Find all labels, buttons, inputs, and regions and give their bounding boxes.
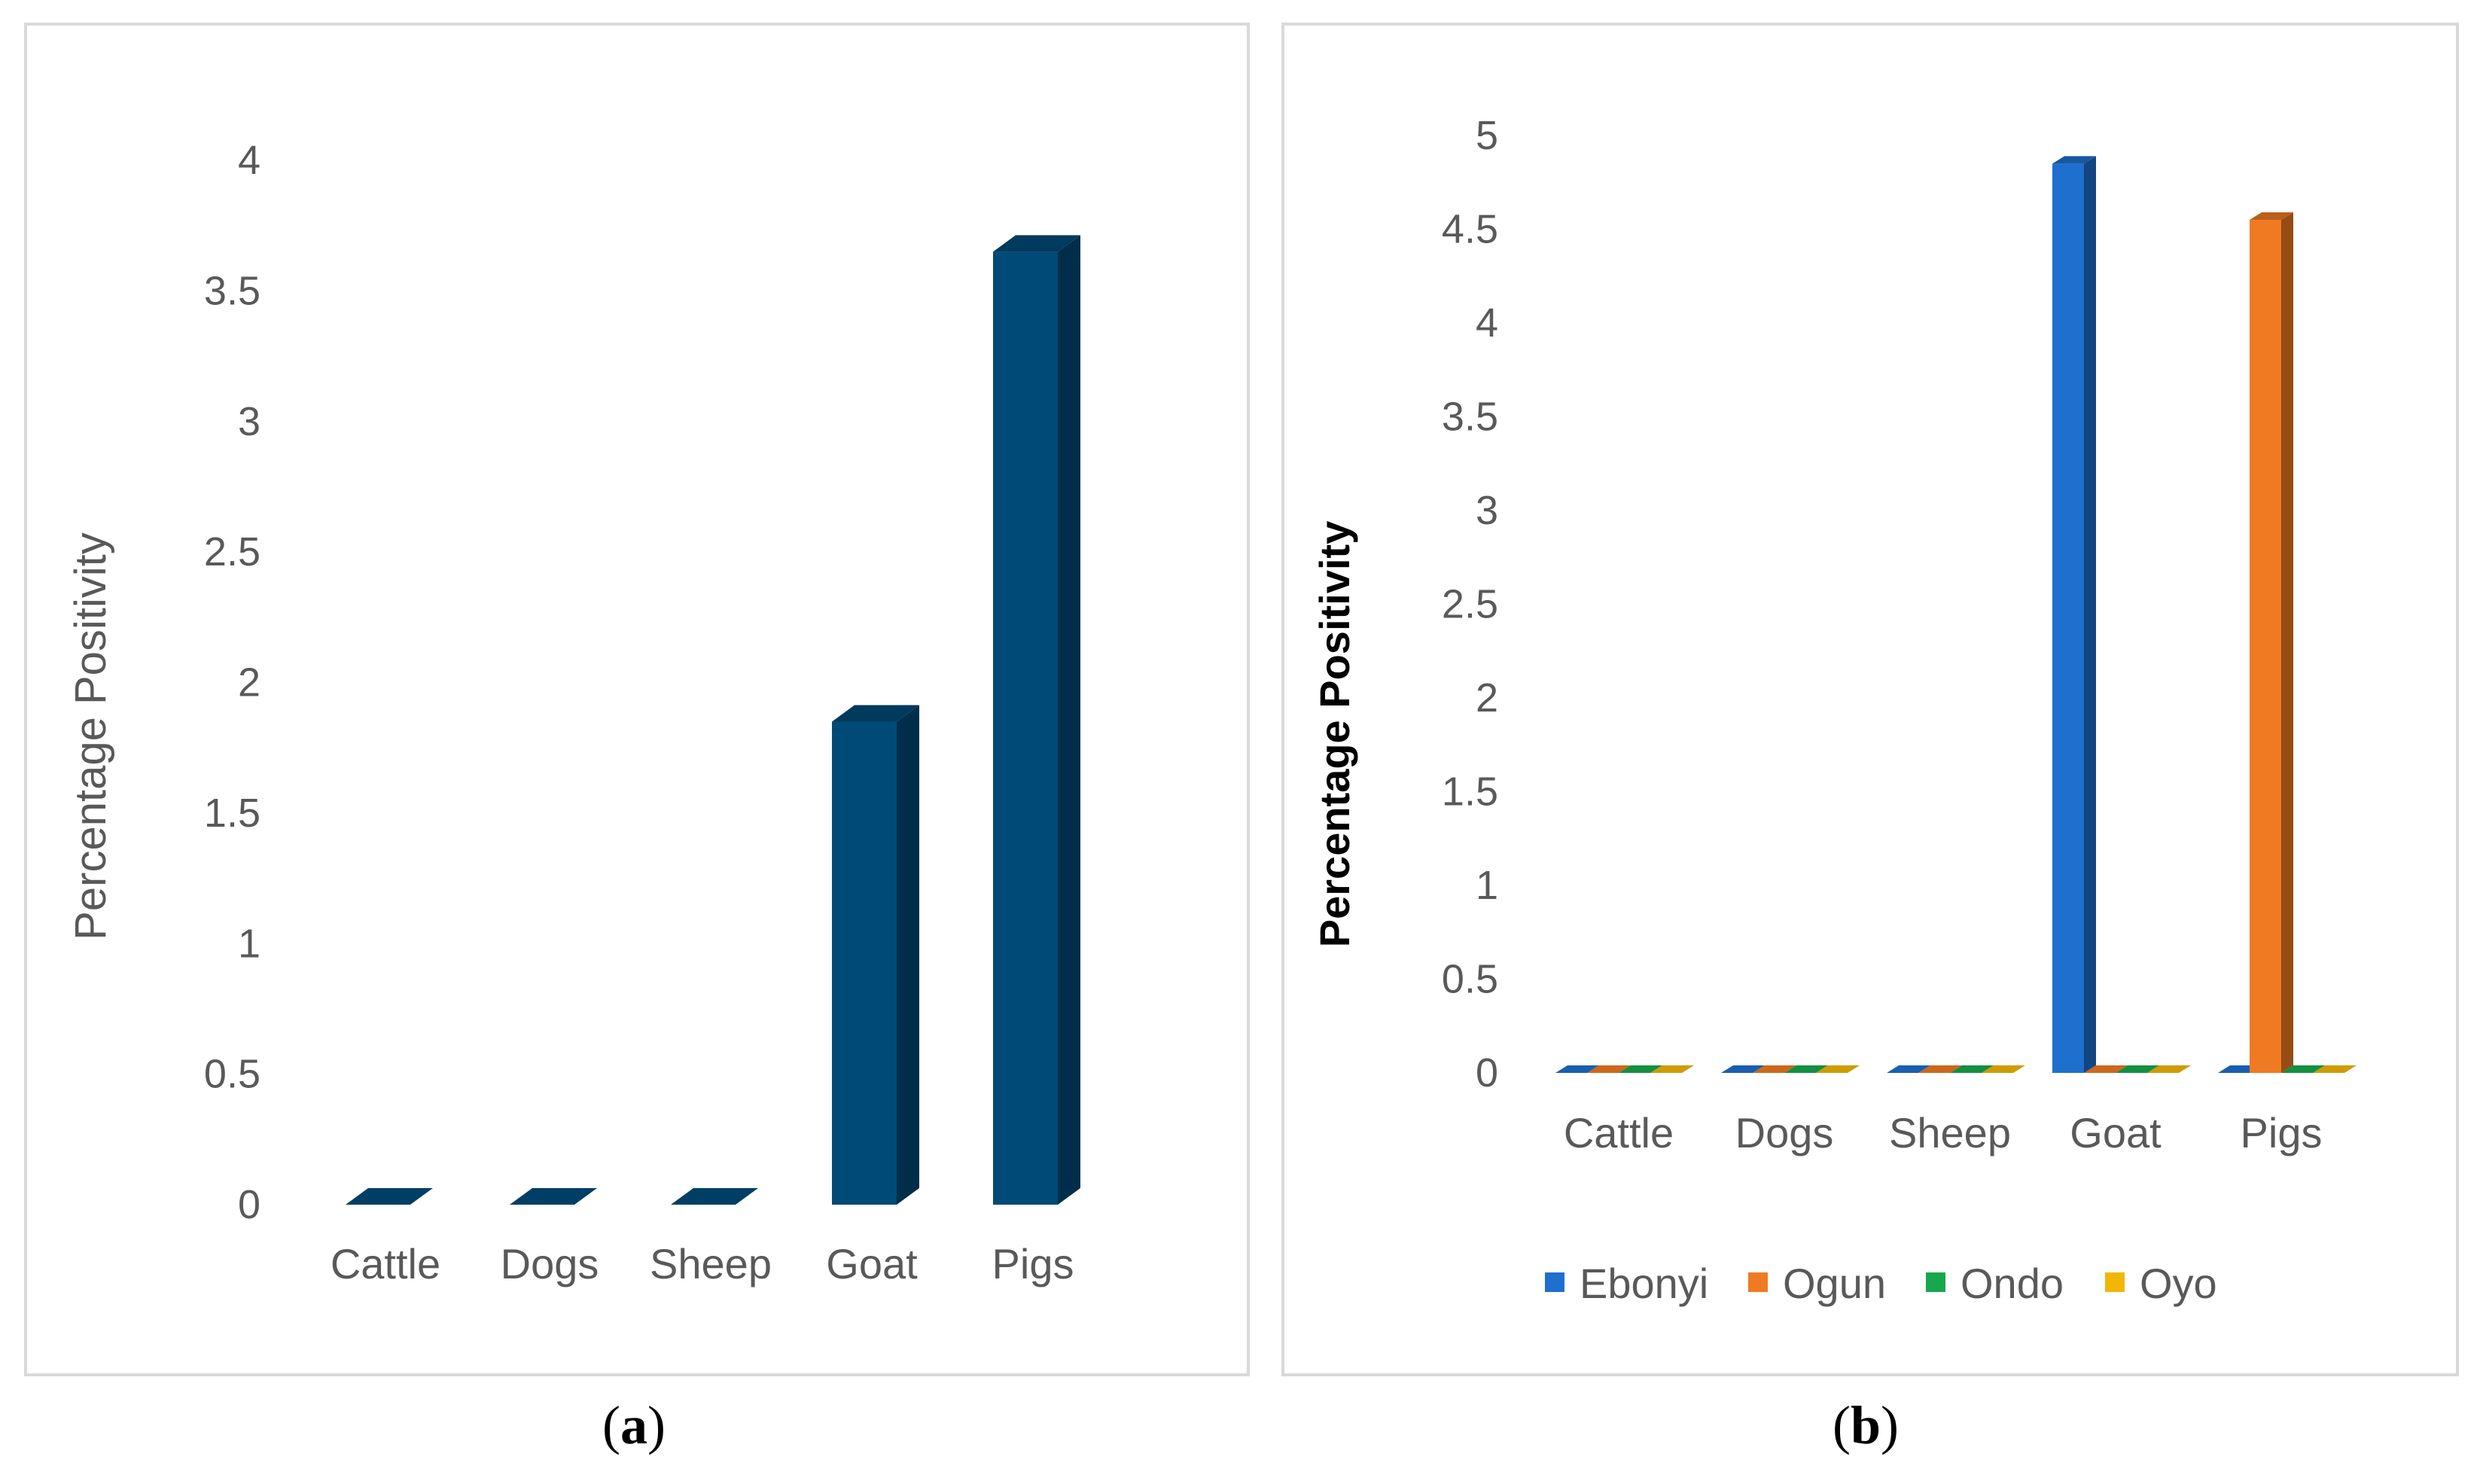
panel-label-a: (a) — [602, 1395, 666, 1455]
y-tick-label: 0 — [1476, 1050, 1498, 1095]
x-tick-label-sheep: Sheep — [1889, 1109, 2011, 1156]
x-tick-label-cattle: Cattle — [1564, 1109, 1674, 1156]
y-tick-label: 0.5 — [1442, 957, 1498, 1002]
x-tick-label-cattle: Cattle — [331, 1240, 440, 1287]
bar-percentage-positivity-pigs-top — [993, 235, 1080, 252]
bar-percentage-positivity-goat-top — [832, 705, 919, 722]
legend-label-ogun: Ogun — [1783, 1260, 1886, 1307]
y-axis-title: Percentage Positivity — [66, 532, 115, 940]
bar-ogun-sheep — [1918, 1065, 1962, 1073]
bar-ebonyi-cattle — [1555, 1065, 1599, 1073]
y-tick-label: 3.5 — [1442, 395, 1498, 440]
legend-swatch-ondo — [1926, 1272, 1945, 1292]
x-tick-label-dogs: Dogs — [501, 1240, 599, 1287]
bar-oyo-pigs — [2313, 1065, 2357, 1073]
y-tick-label: 2 — [1476, 675, 1498, 721]
bar-oyo-dogs — [1816, 1065, 1860, 1073]
y-axis-title: Percentage Positivity — [1311, 521, 1358, 947]
x-tick-label-goat: Goat — [826, 1240, 918, 1287]
y-tick-label: 3 — [1476, 488, 1498, 533]
x-tick-label-dogs: Dogs — [1735, 1109, 1834, 1156]
bar-ogun-pigs-top — [2250, 212, 2293, 221]
bar-ogun-dogs — [1753, 1065, 1796, 1073]
y-tick-label: 3.5 — [204, 268, 260, 313]
y-tick-label: 1 — [1476, 863, 1498, 908]
bar-percentage-positivity-sheep — [671, 1188, 758, 1205]
x-tick-label-pigs: Pigs — [2241, 1109, 2323, 1156]
bar-percentage-positivity-cattle — [346, 1188, 433, 1205]
bar-ogun-pigs — [2250, 220, 2281, 1073]
panel-label-b: (b) — [1833, 1395, 1900, 1455]
y-tick-label: 4 — [1476, 300, 1498, 346]
bar-ondo-cattle — [1619, 1065, 1662, 1073]
y-tick-label: 4.5 — [1442, 207, 1498, 252]
bar-percentage-positivity-goat-side — [897, 705, 919, 1205]
y-tick-label: 4 — [238, 138, 260, 183]
y-tick-label: 0.5 — [204, 1052, 260, 1097]
bar-oyo-cattle — [1650, 1065, 1694, 1073]
bar-percentage-positivity-dogs — [510, 1188, 597, 1205]
bar-ebonyi-goat — [2052, 163, 2084, 1074]
legend-label-ondo: Ondo — [1961, 1260, 2064, 1307]
legend-label-ebonyi: Ebonyi — [1580, 1260, 1708, 1307]
bar-ogun-pigs-side — [2281, 212, 2293, 1073]
bar-ondo-sheep — [1950, 1065, 1994, 1073]
bar-oyo-goat — [2147, 1065, 2191, 1073]
bar-ogun-cattle — [1587, 1065, 1631, 1073]
y-tick-label: 1.5 — [204, 791, 260, 836]
bar-percentage-positivity-pigs — [993, 251, 1058, 1205]
bar-percentage-positivity-goat — [832, 721, 897, 1205]
x-tick-label-sheep: Sheep — [650, 1240, 772, 1287]
bar-ondo-pigs — [2281, 1065, 2325, 1073]
bar-ondo-goat — [2116, 1065, 2159, 1073]
bar-ebonyi-dogs — [1721, 1065, 1765, 1073]
y-tick-label: 5 — [1476, 113, 1498, 158]
x-tick-label-goat: Goat — [2070, 1109, 2162, 1156]
bar-ondo-dogs — [1784, 1065, 1828, 1073]
y-tick-label: 2.5 — [204, 529, 260, 574]
legend-label-oyo: Oyo — [2140, 1260, 2217, 1307]
x-tick-label-pigs: Pigs — [992, 1240, 1074, 1287]
y-tick-label: 2.5 — [1442, 582, 1498, 627]
y-tick-label: 0 — [238, 1182, 260, 1227]
y-tick-label: 2 — [238, 660, 260, 705]
bar-oyo-sheep — [1982, 1065, 2025, 1073]
legend-swatch-oyo — [2105, 1272, 2125, 1292]
y-tick-label: 3 — [238, 399, 260, 444]
bar-percentage-positivity-pigs-side — [1058, 235, 1080, 1205]
bar-ogun-goat — [2084, 1065, 2128, 1073]
y-tick-label: 1.5 — [1442, 769, 1498, 815]
legend-swatch-ebonyi — [1545, 1272, 1564, 1292]
bar-ebonyi-goat-top — [2052, 156, 2096, 164]
bar-ebonyi-goat-side — [2084, 156, 2096, 1074]
bar-ebonyi-sheep — [1887, 1065, 1930, 1073]
y-tick-label: 1 — [238, 921, 260, 966]
legend-swatch-ogun — [1748, 1272, 1768, 1292]
